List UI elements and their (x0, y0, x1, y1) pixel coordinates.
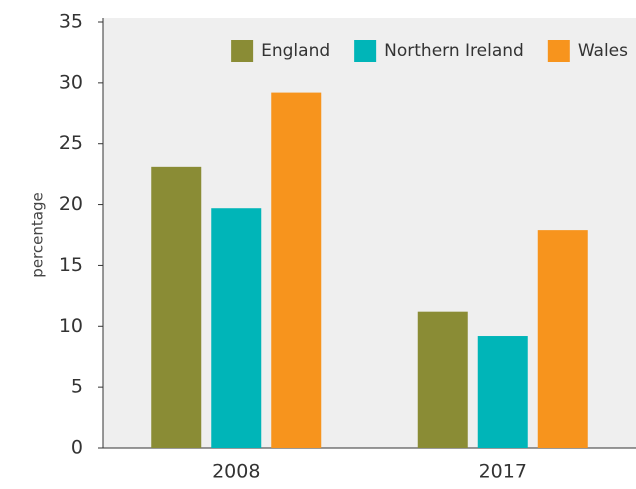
bar (537, 230, 588, 448)
bar (417, 311, 468, 448)
y-tick-label: 0 (71, 437, 83, 459)
legend-label: Northern Ireland (384, 41, 524, 61)
y-tick-label: 15 (59, 254, 83, 276)
bar (271, 92, 322, 448)
y-tick-label: 10 (59, 315, 83, 337)
legend-label: England (261, 41, 330, 61)
bar (211, 208, 262, 448)
y-axis-title: percentage (29, 192, 47, 277)
y-tick-label: 25 (59, 132, 83, 154)
bar (477, 336, 528, 448)
x-tick-label: 2017 (479, 461, 527, 483)
y-tick-label: 30 (59, 71, 83, 93)
y-tick-label: 20 (59, 193, 83, 215)
legend-swatch (547, 40, 570, 62)
y-tick-label: 5 (71, 376, 83, 398)
legend-swatch (231, 40, 254, 62)
legend-label: Wales (578, 41, 628, 61)
bar (151, 166, 202, 448)
x-tick-label: 2008 (212, 461, 260, 483)
legend: England Northern Ireland Wales (231, 40, 628, 62)
legend-swatch (354, 40, 377, 62)
y-tick-label: 35 (59, 11, 83, 33)
